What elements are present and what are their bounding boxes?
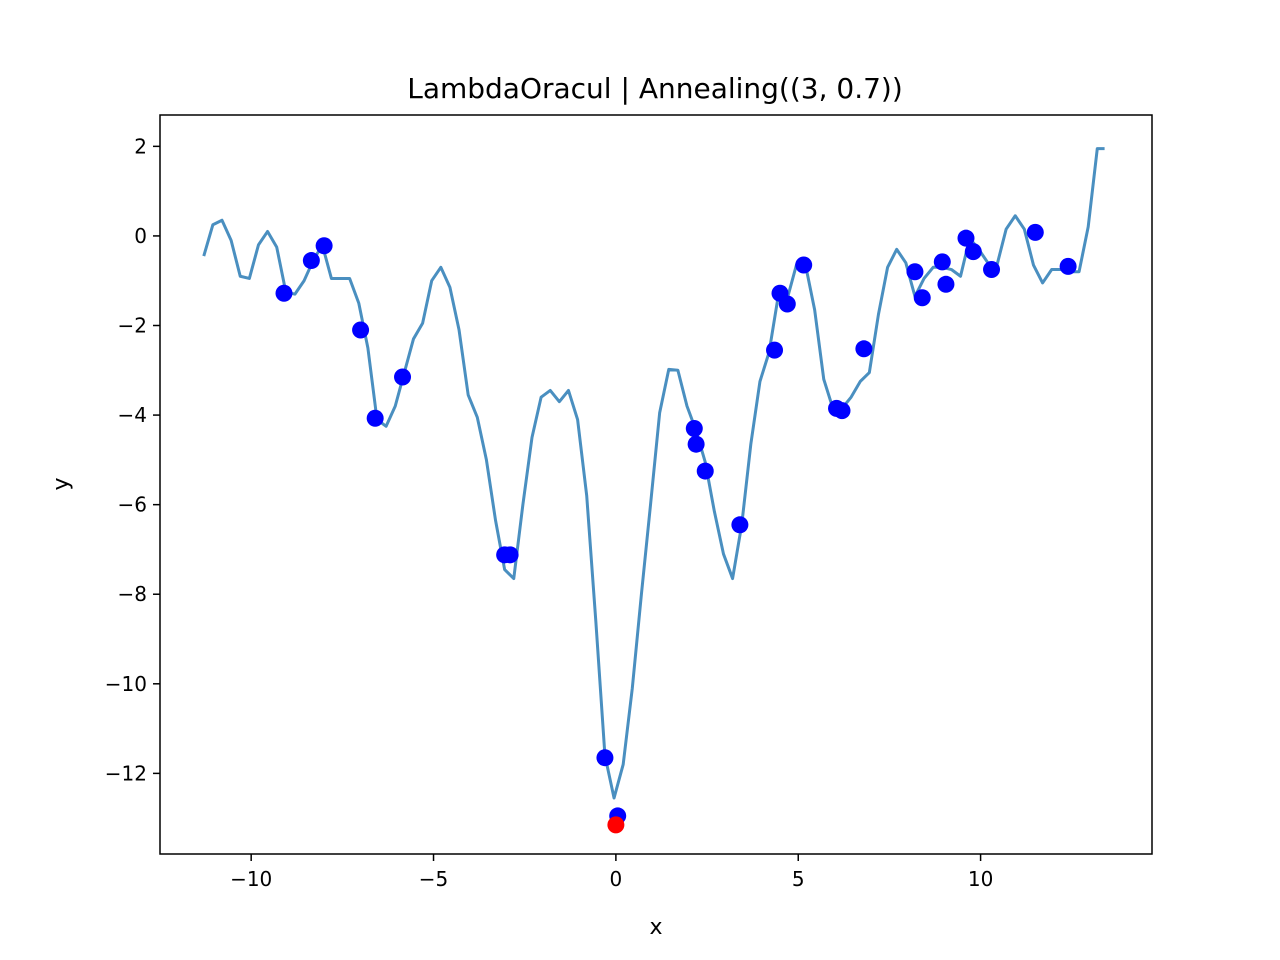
sample-point xyxy=(855,340,873,358)
sample-point xyxy=(687,435,705,453)
x-tick-label: 10 xyxy=(968,867,993,891)
sample-point xyxy=(766,341,784,359)
best-point-group xyxy=(607,816,625,834)
y-tick-label: −4 xyxy=(118,403,147,427)
sample-point xyxy=(315,237,333,255)
x-axis-label: x xyxy=(649,915,662,940)
y-tick-label: −6 xyxy=(118,493,147,517)
sample-point xyxy=(685,420,703,438)
sample-point xyxy=(833,402,851,420)
sample-point xyxy=(1026,223,1044,241)
y-axis: 2 0 −2 −4 −6 −8 −10 −12 xyxy=(105,134,160,785)
y-axis-label: y xyxy=(49,477,74,490)
sample-point xyxy=(275,284,293,302)
sample-point xyxy=(933,253,951,271)
best-point xyxy=(607,816,625,834)
y-tick-label: 0 xyxy=(134,224,147,248)
sample-point xyxy=(906,263,924,281)
x-tick-label: −10 xyxy=(230,867,272,891)
scatter-points xyxy=(275,223,1077,825)
sample-point xyxy=(596,749,614,767)
x-tick-label: 5 xyxy=(792,867,805,891)
y-tick-label: −12 xyxy=(105,761,147,785)
x-axis: −10 −5 0 5 10 xyxy=(230,854,993,891)
sample-point xyxy=(937,275,955,293)
sample-point xyxy=(501,546,519,564)
x-tick-label: 0 xyxy=(610,867,623,891)
sample-point xyxy=(394,368,412,386)
sample-point xyxy=(731,516,749,534)
y-tick-label: −8 xyxy=(118,582,147,606)
chart-title: LambdaOracul | Annealing((3, 0.7)) xyxy=(407,72,903,105)
sample-point xyxy=(964,243,982,261)
sample-point xyxy=(913,289,931,307)
sample-point xyxy=(795,256,813,274)
sample-point xyxy=(302,252,320,270)
function-curve xyxy=(202,147,1105,800)
sample-point xyxy=(983,261,1001,279)
sample-point xyxy=(696,462,714,480)
sample-point xyxy=(1059,257,1077,275)
y-tick-label: −2 xyxy=(118,314,147,338)
y-tick-label: 2 xyxy=(134,134,147,158)
line-series xyxy=(202,147,1105,800)
plot-area xyxy=(159,114,1153,855)
sample-point xyxy=(352,321,370,339)
sample-point xyxy=(778,295,796,313)
sample-point xyxy=(366,409,384,427)
x-tick-label: −5 xyxy=(419,867,448,891)
sample-point xyxy=(957,229,975,247)
y-tick-label: −10 xyxy=(105,672,147,696)
